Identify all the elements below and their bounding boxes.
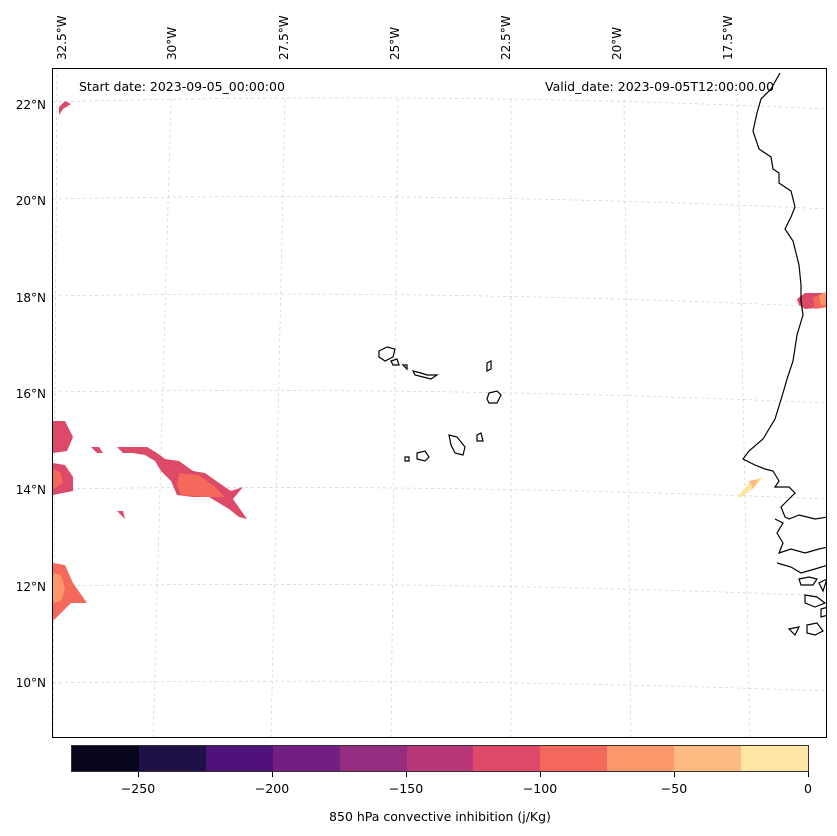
island-sao-nicolau	[411, 370, 439, 380]
bijagos-1	[798, 576, 818, 586]
gridline-lon-17-5	[736, 98, 751, 737]
island-sal	[486, 360, 492, 372]
gambia-coastline	[774, 518, 826, 554]
colorbar-tick-m250	[138, 772, 139, 777]
gridline-lat-12	[53, 584, 826, 597]
gridline-lon-20	[623, 98, 632, 737]
colorbar-label-m50: −50	[660, 781, 688, 796]
lat-label-10n: 10°N	[15, 676, 46, 690]
gridline-lat-20	[53, 196, 826, 210]
colorbar-bin-5	[339, 746, 407, 771]
lat-label-12n: 12°N	[15, 580, 46, 594]
colorbar-bin-9	[607, 746, 675, 771]
colorbar-tick-0	[808, 772, 809, 777]
bijagos-2	[818, 578, 826, 593]
gridline-lat-22	[53, 97, 826, 110]
gridline-lat-18	[53, 293, 826, 308]
colorbar-bin-3	[205, 746, 273, 771]
colorbar-tick-m50	[674, 772, 675, 777]
start-date-label: Start date: 2023-09-05_00:00:00	[79, 79, 285, 94]
west-africa-coastline	[742, 72, 826, 520]
lon-label-22-5w: 22.5°W	[499, 15, 513, 60]
gridline-lon-32-5	[53, 69, 58, 737]
cin-patch-band-inner	[177, 473, 225, 497]
colorbar-label-m250: −250	[120, 781, 156, 796]
cin-patch-dot-1	[91, 447, 103, 453]
gridline-lon-27-5	[270, 98, 286, 737]
colorbar-title: 850 hPa convective inhibition (j/Kg)	[329, 809, 551, 824]
lon-label-17-5w: 17.5°W	[721, 15, 735, 60]
bijagos-5	[806, 622, 824, 636]
colorbar-bin-6	[406, 746, 474, 771]
colorbar-tick-m150	[406, 772, 407, 777]
cin-patch-west-mid	[53, 463, 73, 495]
gridline-lon-30	[152, 98, 172, 737]
colorbar-bin-7	[473, 746, 541, 771]
gridlines	[53, 69, 826, 737]
lat-label-20n: 20°N	[15, 194, 46, 208]
colorbar-bin-10	[674, 746, 742, 771]
colorbar-label-m150: −150	[388, 781, 424, 796]
lat-label-14n: 14°N	[15, 483, 46, 497]
guinea-bissau-coastline	[776, 562, 826, 574]
bijagos-6	[787, 626, 801, 637]
island-fogo	[416, 450, 430, 462]
cin-patch-east-18n-core	[819, 291, 826, 305]
island-boa-vista	[486, 390, 502, 404]
colorbar-tick-m200	[272, 772, 273, 777]
colorbar	[71, 745, 809, 772]
lon-label-32-5w: 32.5°W	[55, 15, 69, 60]
gridline-lat-14	[53, 487, 826, 500]
map-canvas	[53, 69, 826, 737]
cin-patch-west-upper	[53, 421, 73, 453]
colorbar-tick-m100	[540, 772, 541, 777]
coastlines	[378, 72, 826, 637]
island-santiago	[448, 434, 466, 456]
gridline-lon-25	[390, 98, 399, 737]
bijagos-4	[820, 606, 826, 618]
colorbar-bin-1	[72, 746, 139, 771]
bijagos-3	[804, 594, 826, 608]
colorbar-label-m200: −200	[254, 781, 290, 796]
lon-label-27-5w: 27.5°W	[277, 15, 291, 60]
lon-label-30w: 30°W	[165, 26, 179, 60]
colorbar-label-m100: −100	[522, 781, 558, 796]
gridline-lat-16	[53, 390, 826, 404]
map-panel: Start date: 2023-09-05_00:00:00 Valid_da…	[52, 68, 827, 738]
cin-patch-dot-2	[117, 511, 125, 519]
island-maio	[476, 432, 484, 442]
cin-patch-west-mid-inner	[53, 469, 63, 489]
island-santa-luzia	[401, 364, 408, 371]
lon-label-20w: 20°W	[610, 26, 624, 60]
lat-label-22n: 22°N	[15, 98, 46, 112]
gridline-lat-10	[53, 680, 826, 692]
island-brava	[404, 456, 410, 462]
colorbar-bin-8	[540, 746, 608, 771]
lat-label-18n: 18°N	[15, 291, 46, 305]
colorbar-bin-11	[741, 746, 808, 771]
cin-patch-east-14n	[737, 477, 763, 497]
valid-date-label: Valid_date: 2023-09-05T12:00:00.00	[545, 79, 775, 94]
lat-label-16n: 16°N	[15, 387, 46, 401]
island-sao-vicente	[390, 358, 400, 366]
colorbar-bin-4	[272, 746, 340, 771]
cin-patches	[53, 101, 826, 621]
cin-patch-west-lower-inner	[53, 573, 65, 603]
cin-patch-nw	[59, 101, 71, 115]
colorbar-label-0: 0	[804, 781, 812, 796]
cin-patch-east-14n-rim	[749, 479, 759, 489]
island-santo-antao	[378, 346, 396, 362]
lon-label-25w: 25°W	[388, 26, 402, 60]
colorbar-bin-2	[138, 746, 206, 771]
